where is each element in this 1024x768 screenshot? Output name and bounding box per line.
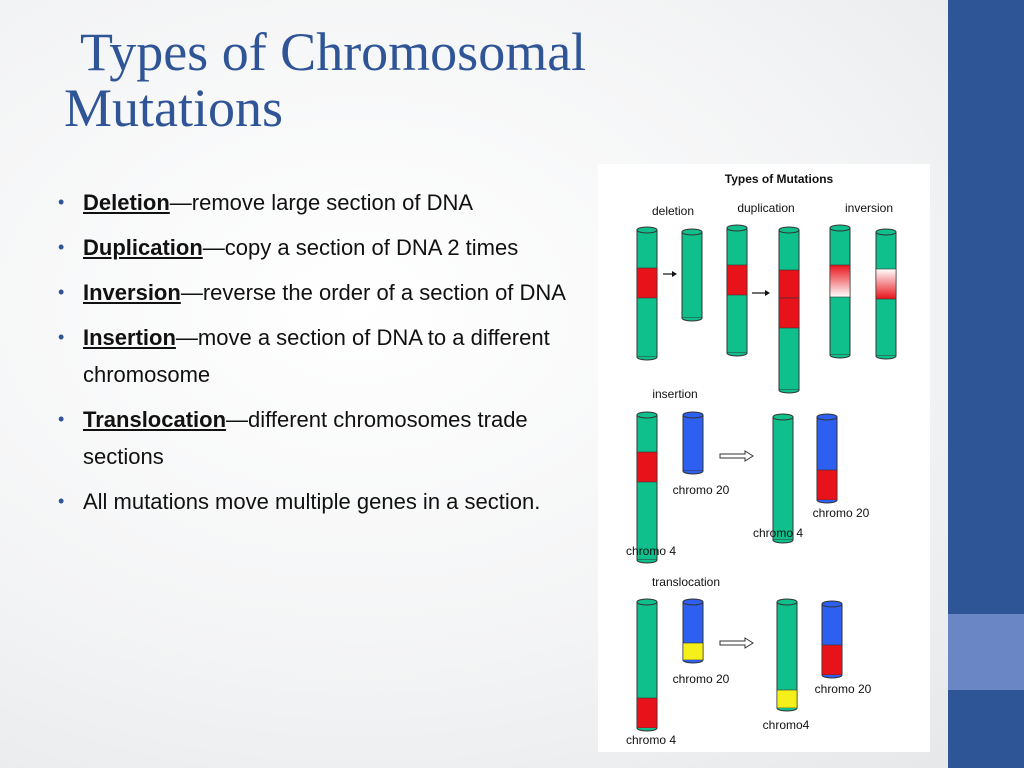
chromosome-end <box>682 470 704 475</box>
chromosome-end <box>875 355 897 360</box>
chromosome-end <box>829 354 851 359</box>
chromosome-band <box>776 689 798 709</box>
bullet-text: —reverse the order of a section of DNA <box>180 280 566 305</box>
chromosome-band <box>816 469 838 501</box>
bullet-text: —move a section of DNA to a different ch… <box>83 325 550 387</box>
chromosome <box>829 224 851 359</box>
chromosome-end <box>772 539 794 544</box>
chromosome-end <box>681 317 703 322</box>
bullet-text: —copy a section of DNA 2 times <box>202 235 519 260</box>
hollow-arrow <box>719 637 754 649</box>
figure-label: chromo 20 <box>813 506 870 520</box>
chromosome-cap <box>636 411 658 419</box>
chromosome <box>682 598 704 664</box>
chromosome-end <box>776 707 798 712</box>
figure-label: insertion <box>652 387 697 401</box>
chromosome-cap <box>726 224 748 232</box>
chromosome-cap <box>776 598 798 606</box>
figure-label: inversion <box>845 201 893 215</box>
chromosome-band <box>829 264 851 298</box>
mutation-figure: Types of Mutations deletion duplication … <box>598 164 930 752</box>
chromosome-end <box>778 389 800 394</box>
chromosome <box>636 226 658 361</box>
chromosome-cap <box>682 598 704 606</box>
chromosome-cap <box>636 226 658 234</box>
figure-label: duplication <box>737 201 794 215</box>
bullet-text: All mutations move multiple genes in a s… <box>83 489 541 514</box>
chromosome-end <box>821 674 843 679</box>
chromosome-end <box>726 352 748 357</box>
chromosome <box>778 226 800 394</box>
hollow-arrow <box>719 450 754 462</box>
figure-label: translocation <box>652 575 720 589</box>
bullet: Inversion—reverse the order of a section… <box>58 274 588 311</box>
bullet-text: —different chromosomes trade sections <box>83 407 528 469</box>
chromosome-band <box>778 297 800 329</box>
figure-label: chromo 20 <box>815 682 872 696</box>
bullet-term: Translocation <box>83 407 227 432</box>
chromosome-cap <box>682 411 704 419</box>
chromosome-end <box>816 499 838 504</box>
bullet: Insertion—move a section of DNA to a dif… <box>58 319 588 393</box>
bullet-term: Inversion <box>83 280 181 305</box>
chromosome <box>875 228 897 360</box>
arrow-head <box>765 290 770 296</box>
chromosome-end <box>636 559 658 564</box>
chromosome-cap <box>829 224 851 232</box>
bullet: Duplication—copy a section of DNA 2 time… <box>58 229 588 266</box>
chromosome-band <box>778 269 800 299</box>
chromosome-body <box>681 231 703 319</box>
chromosome <box>681 228 703 322</box>
chromosome-cap <box>636 598 658 606</box>
figure-label: chromo 20 <box>673 672 730 686</box>
chromosome-cap <box>772 413 794 421</box>
figure-label: chromo 4 <box>626 733 676 747</box>
chromosome <box>636 598 658 732</box>
bullet-text: —remove large section of DNA <box>169 190 474 215</box>
chromosome-band <box>636 267 658 299</box>
chromosome-body <box>682 414 704 472</box>
chromosome-body <box>772 416 794 541</box>
bullet-term: Insertion <box>83 325 176 350</box>
chromosome-cap <box>778 226 800 234</box>
bullet: Deletion—remove large section of DNA <box>58 184 588 221</box>
chromosome <box>682 411 704 475</box>
chromosome-band <box>682 642 704 661</box>
chromosome <box>726 224 748 357</box>
chromosome <box>636 411 658 564</box>
figure-label: chromo 4 <box>753 526 803 540</box>
chromosome-cap <box>875 228 897 236</box>
figure-label: deletion <box>652 204 694 218</box>
figure-label: chromo 4 <box>626 544 676 558</box>
bullet: Translocation—different chromosomes trad… <box>58 401 588 475</box>
bullet: All mutations move multiple genes in a s… <box>58 483 588 520</box>
bullet-list: Deletion—remove large section of DNA Dupl… <box>58 184 588 528</box>
arrow-head <box>672 271 677 277</box>
chromosome <box>816 413 838 504</box>
chromosome-band <box>636 697 658 729</box>
figure-title: Types of Mutations <box>725 172 834 186</box>
chromosome <box>821 600 843 679</box>
bullet-term: Duplication <box>83 235 203 260</box>
chromosome-cap <box>681 228 703 236</box>
side-accent <box>948 614 1024 690</box>
chromosome <box>772 413 794 544</box>
chromosome-band <box>726 264 748 296</box>
figure-label: chromo 20 <box>673 483 730 497</box>
chromosome-end <box>636 356 658 361</box>
chromosome-end <box>636 727 658 732</box>
chromosome-cap <box>821 600 843 608</box>
chromosome-band <box>821 644 843 676</box>
chromosome-cap <box>816 413 838 421</box>
slide-title: Types of Chromosomal Mutations <box>64 22 587 138</box>
chromosome-band <box>636 451 658 483</box>
chromosome-body <box>636 414 658 561</box>
figure-label: chromo4 <box>763 718 810 732</box>
chromosome-end <box>682 659 704 664</box>
chromosome <box>776 598 798 712</box>
bullet-term: Deletion <box>83 190 170 215</box>
chromosome-band <box>875 268 897 300</box>
